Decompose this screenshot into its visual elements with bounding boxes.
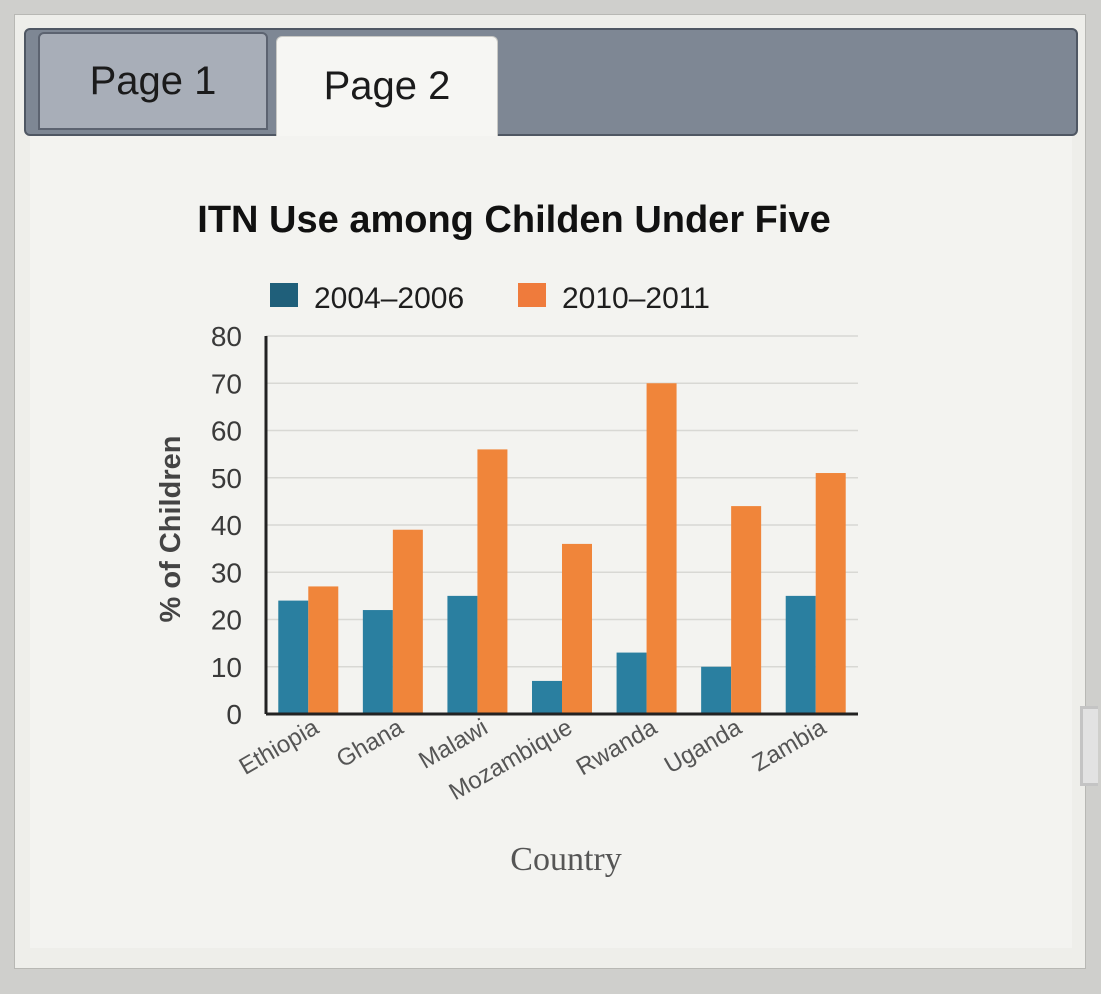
tab-page-1[interactable]: Page 1 [38,32,268,130]
bar-2004-2006-malawi [447,595,478,714]
y-tick-label: 40 [211,510,242,541]
x-axis-categories: Ethiopia Ghana MalawiMozambiqueRwandaUgand… [235,713,832,805]
y-tick-label: 60 [211,416,242,447]
x-category-label: Uganda [660,713,747,779]
bar-chart: ITN Use among Childen Under Five 2004–20… [155,199,858,878]
y-tick-label: 70 [211,368,242,399]
bar-2010-2011-rwanda [646,383,677,714]
y-tick-label: 0 [226,699,242,730]
bar-2010-2011-uganda [731,506,762,714]
x-category-label: Ethiopia [235,713,324,780]
bar-2010-2011-mozambique [562,543,592,714]
bar-2010-2011-zambia [815,473,846,714]
tab-page-2[interactable]: Page 2 [276,36,498,136]
chart-card: ITN Use among Childen Under Five 2004–20… [30,136,1072,948]
bar-2010-2011-malawi [477,449,508,714]
bar-2004-2006-zambia [785,595,816,714]
bar-2004-2006-ghana [362,610,393,714]
x-axis-label: Country [510,841,621,878]
y-tick-label: 30 [211,557,242,588]
y-tick-label: 20 [211,605,242,636]
bar-2010-2011-ghana [392,529,423,714]
x-category-label: Rwanda [572,713,662,781]
legend-swatch-2004-2006 [270,283,298,307]
bar-2004-2006-mozambique [532,680,562,714]
bar-2004-2006-ethiopia [278,600,309,714]
legend: 2004–2006 2010–2011 [270,282,710,315]
y-axis-ticks: 0 10 20 30 40 50 60 70 80 [211,321,242,730]
side-handle[interactable] [1080,706,1098,786]
bar-2004-2006-rwanda [616,652,647,714]
bar-2010-2011-ethiopia [308,586,339,714]
legend-label-2004-2006: 2004–2006 [314,282,464,315]
legend-swatch-2010-2011 [518,283,546,307]
x-category-label: Ghana [332,713,408,773]
legend-label-2010-2011: 2010–2011 [562,282,710,315]
chart-title: ITN Use among Childen Under Five [197,199,830,241]
bars [278,383,846,714]
y-tick-label: 50 [211,463,242,494]
bar-2004-2006-uganda [701,666,732,714]
y-tick-label: 80 [211,321,242,352]
y-axis-label: % of Children [155,436,187,623]
y-tick-label: 10 [211,652,242,683]
x-category-label: Zambia [748,713,831,777]
